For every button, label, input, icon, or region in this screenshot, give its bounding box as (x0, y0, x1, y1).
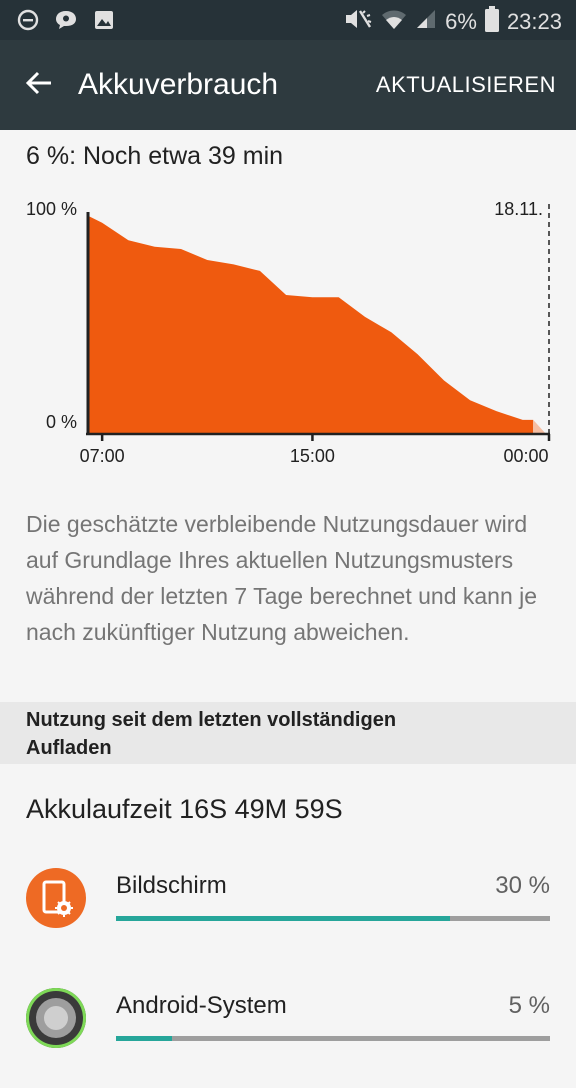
usage-percent: 30 % (495, 872, 550, 899)
usage-bar (116, 916, 550, 921)
android-system-icon (26, 988, 86, 1048)
y-min-label: 0 % (46, 412, 77, 432)
x-tick-label: 07:00 (80, 446, 125, 466)
section-header-text: Nutzung seit dem letzten vollständigen A… (26, 709, 397, 759)
chat-icon (54, 8, 78, 32)
mute-icon (343, 7, 373, 37)
x-tick-label: 15:00 (290, 446, 335, 466)
usage-percent: 5 % (508, 992, 550, 1019)
estimate-description: Die geschätzte verbleibende Nutzungsdaue… (26, 511, 538, 645)
status-bar: 6% 23:23 (0, 0, 576, 40)
app-bar: Akkuverbrauch AKTUALISIEREN (0, 40, 576, 130)
minus-circle-icon (16, 8, 40, 32)
date-label: 18.11. (494, 199, 543, 219)
screen-settings-icon (26, 868, 86, 928)
usage-bar-fill (116, 916, 451, 921)
section-header: Nutzung seit dem letzten vollständigen A… (0, 702, 576, 764)
projection-area (533, 419, 546, 433)
usage-label: Bildschirm (116, 872, 227, 899)
y-max-label: 100 % (26, 199, 77, 219)
battery-history-chart: 100 % 0 % 18.11. 07:00 15:00 00:00 (26, 199, 551, 466)
back-arrow-icon[interactable] (24, 68, 54, 98)
usage-bar-fill (116, 1036, 173, 1041)
usage-row-android-system[interactable]: Android-System 5 % (0, 988, 576, 1088)
wifi-icon (381, 7, 407, 37)
usage-bar (116, 1036, 550, 1041)
signal-icon (415, 8, 437, 36)
battery-text: 6% (445, 9, 477, 34)
x-tick-label: 00:00 (503, 446, 548, 466)
battery-icon (484, 6, 499, 38)
usage-label: Android-System (116, 992, 287, 1019)
battery-uptime: Akkulaufzeit 16S 49M 59S (26, 794, 343, 824)
remaining-estimate: 6 %: Noch etwa 39 min (26, 142, 284, 170)
page-title: Akkuverbrauch (78, 68, 279, 101)
image-icon (92, 8, 116, 32)
clock: 23:23 (506, 9, 562, 34)
battery-area (89, 216, 534, 433)
refresh-button[interactable]: AKTUALISIEREN (375, 72, 556, 97)
usage-row-screen[interactable]: Bildschirm 30 % (0, 868, 576, 968)
